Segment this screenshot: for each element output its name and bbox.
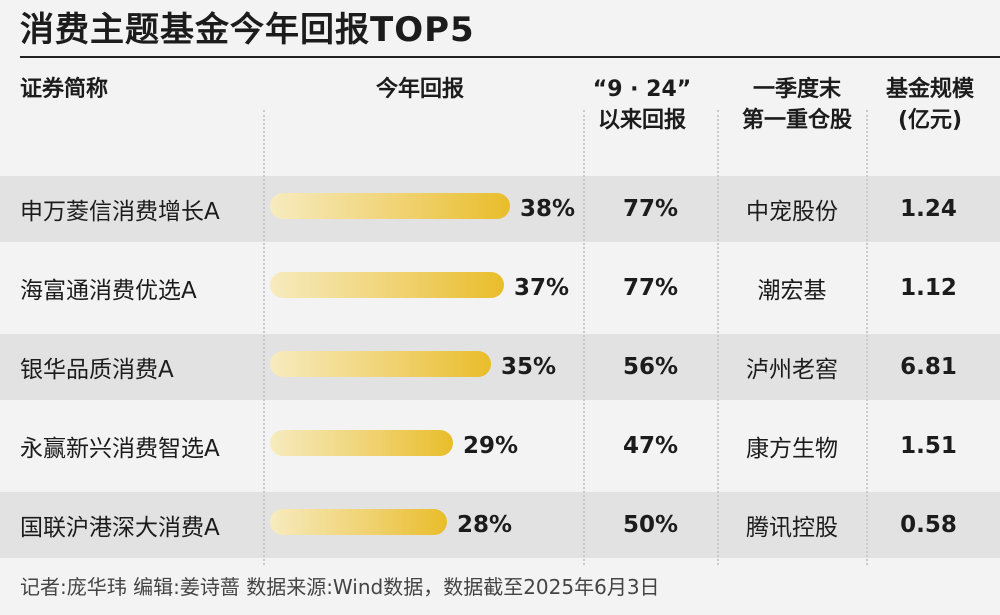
- since-924-return: 47%: [622, 433, 679, 459]
- fund-size: 0.58: [900, 512, 957, 538]
- header-ytd: 今年回报: [375, 77, 464, 102]
- ytd-return-bar: [270, 509, 447, 535]
- footer-credit: 记者:庞华玮 编辑:姜诗蔷 数据来源:Wind数据，数据截至2025年6月3日: [20, 575, 660, 599]
- header-since924-line1: “9 · 24”: [592, 77, 692, 102]
- ytd-return-label: 29%: [463, 433, 519, 459]
- top-holding: 泸州老窖: [746, 357, 838, 383]
- header-name: 证券简称: [20, 77, 109, 102]
- fund-size: 1.12: [900, 275, 957, 301]
- since-924-return: 50%: [622, 512, 679, 538]
- header-size: 基金规模 (亿元): [868, 74, 992, 136]
- table-row: 银华品质消费A 35% 56% 泸州老窖 6.81: [0, 334, 1000, 400]
- header-size-line1: 基金规模: [885, 77, 974, 102]
- fund-name: 银华品质消费A: [20, 357, 174, 383]
- top-holding: 康方生物: [746, 436, 838, 462]
- top-holding: 中宠股份: [746, 199, 838, 225]
- fund-name: 国联沪港深大消费A: [20, 515, 220, 541]
- column-divider: [583, 110, 585, 565]
- table-row: 海富通消费优选A 37% 77% 潮宏基 1.12: [0, 255, 1000, 321]
- column-divider: [263, 110, 265, 565]
- header-holding-line1: 一季度末: [752, 77, 841, 102]
- header-size-line2: (亿元): [897, 108, 963, 133]
- header-since924-line2: 以来回报: [597, 108, 686, 133]
- chart-title: 消费主题基金今年回报TOP5: [20, 10, 475, 50]
- fund-size: 1.24: [900, 196, 957, 222]
- ytd-return-bar: [270, 430, 453, 456]
- since-924-return: 77%: [622, 196, 679, 222]
- table-row: 申万菱信消费增长A 38% 77% 中宠股份 1.24: [0, 176, 1000, 242]
- fund-name: 申万菱信消费增长A: [20, 199, 220, 225]
- table-row: 永赢新兴消费智选A 29% 47% 康方生物 1.51: [0, 413, 1000, 479]
- fund-name: 永赢新兴消费智选A: [20, 436, 220, 462]
- fund-name: 海富通消费优选A: [20, 278, 197, 304]
- ytd-return-bar: [270, 351, 491, 377]
- ytd-return-bar: [270, 193, 510, 219]
- ytd-return-label: 35%: [501, 354, 557, 380]
- column-divider: [717, 110, 719, 565]
- column-divider: [866, 110, 868, 565]
- fund-size: 6.81: [900, 354, 957, 380]
- ytd-return-label: 38%: [520, 196, 576, 222]
- ytd-return-label: 37%: [514, 275, 570, 301]
- top-holding: 腾讯控股: [746, 515, 838, 541]
- fund-size: 1.51: [900, 433, 957, 459]
- top-holding: 潮宏基: [757, 278, 827, 304]
- table-row: 国联沪港深大消费A 28% 50% 腾讯控股 0.58: [0, 492, 1000, 558]
- ytd-return-label: 28%: [457, 512, 513, 538]
- header-holding-line2: 第一重仓股: [741, 108, 852, 133]
- header-since924: “9 · 24” 以来回报: [582, 74, 702, 136]
- since-924-return: 77%: [622, 275, 679, 301]
- header-holding: 一季度末 第一重仓股: [722, 74, 872, 136]
- since-924-return: 56%: [622, 354, 679, 380]
- ytd-return-bar: [270, 272, 504, 298]
- title-divider: [20, 56, 1000, 58]
